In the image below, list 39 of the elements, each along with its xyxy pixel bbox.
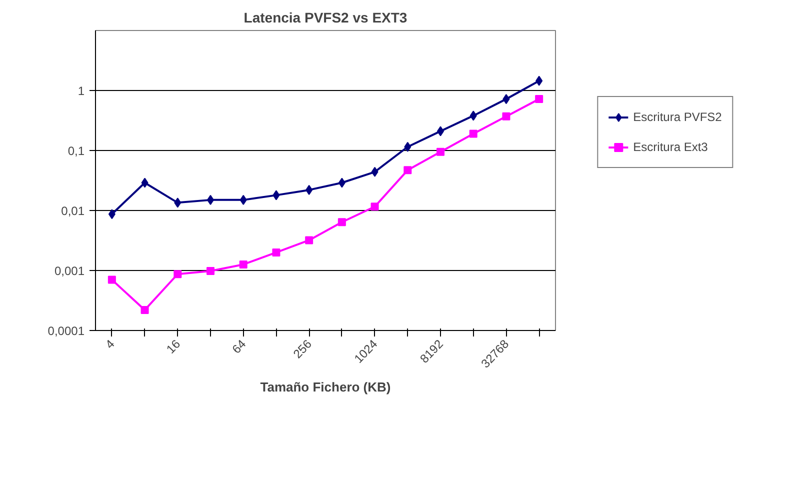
point <box>502 94 510 104</box>
point <box>536 76 543 86</box>
point <box>470 110 477 121</box>
point <box>240 194 247 205</box>
point <box>338 218 346 226</box>
y-tick-label: 1 <box>78 84 85 98</box>
point <box>469 130 478 138</box>
chart-title: Latencia PVFS2 vs EXT3 <box>244 10 408 26</box>
point <box>206 267 214 276</box>
x-tick-label: 256 <box>290 336 315 362</box>
point <box>306 184 313 195</box>
x-axis-title: Tamaño Fichero (KB) <box>260 380 391 395</box>
point <box>239 260 248 268</box>
x-tick-label: 4 <box>102 336 118 352</box>
point <box>174 198 182 208</box>
point <box>404 142 412 152</box>
point <box>108 209 116 220</box>
y-tick-label: 0,1 <box>68 144 85 158</box>
point <box>436 148 444 156</box>
point <box>140 306 149 314</box>
point <box>338 178 346 188</box>
point <box>272 190 280 200</box>
point <box>174 270 182 278</box>
x-tick-label: 16 <box>164 336 184 356</box>
legend-label: Escritura Ext3 <box>633 140 708 154</box>
y-tick-label: 0,01 <box>61 204 85 218</box>
y-tick-label: 0,0001 <box>48 324 85 338</box>
legend-label: Escritura PVFS2 <box>633 110 722 124</box>
point <box>502 112 510 120</box>
y-tick-label: 0,001 <box>54 264 85 278</box>
point <box>305 236 314 244</box>
point <box>108 276 116 284</box>
point <box>370 202 379 211</box>
x-tick-label: 64 <box>229 336 249 356</box>
point <box>404 166 412 174</box>
point <box>371 166 378 177</box>
point <box>141 178 148 188</box>
point <box>535 95 544 104</box>
point <box>272 248 280 256</box>
